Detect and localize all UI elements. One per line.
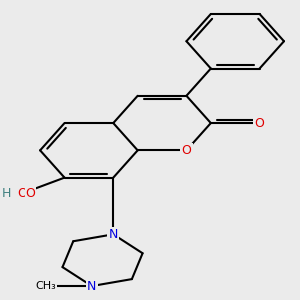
Text: H: H: [1, 187, 10, 200]
Text: N: N: [109, 228, 118, 241]
Text: CH₃: CH₃: [35, 281, 56, 291]
Text: O: O: [25, 187, 35, 200]
Text: O: O: [255, 117, 265, 130]
Text: O: O: [17, 187, 27, 200]
Text: N: N: [87, 280, 97, 292]
Text: O: O: [182, 144, 191, 157]
